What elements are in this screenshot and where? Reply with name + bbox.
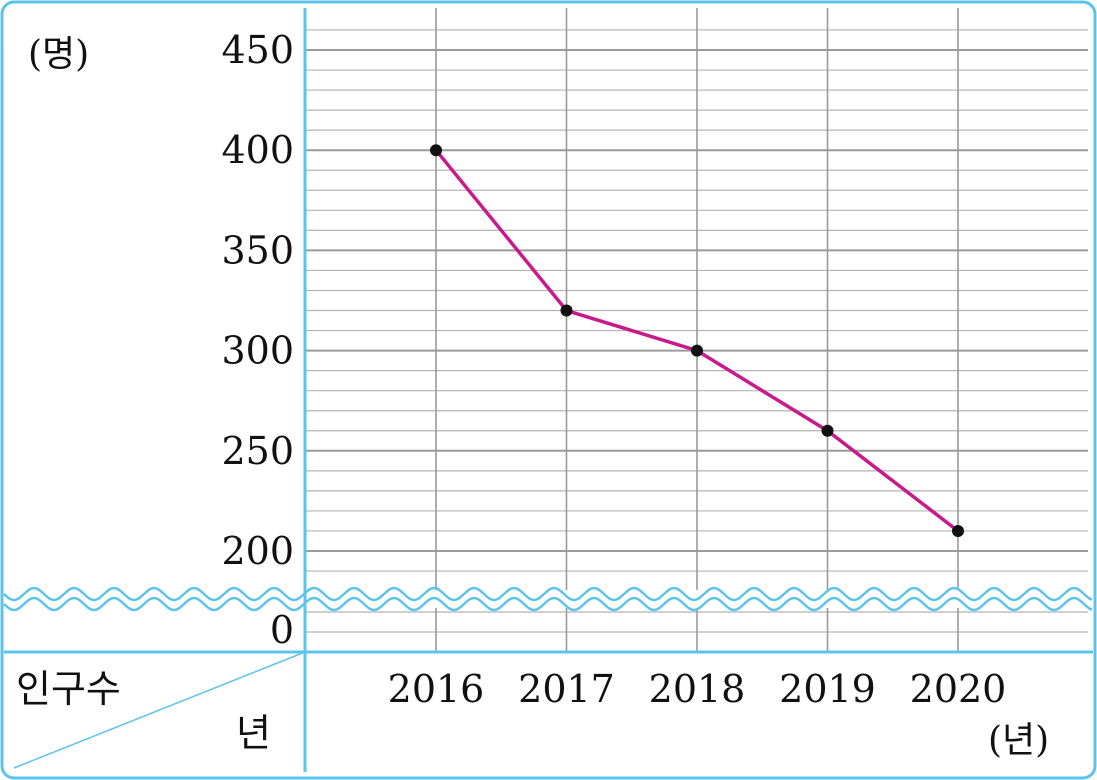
y-tick-label-zero: 0 (270, 608, 294, 652)
header-diagonal-line (13, 651, 306, 769)
series-population (430, 144, 964, 537)
x-tick-label: 2019 (779, 667, 876, 711)
header-year-label: 년 (236, 711, 271, 755)
y-tick-label: 450 (221, 28, 294, 72)
y-tick-label: 300 (221, 329, 294, 373)
y-tick-label: 350 (221, 228, 294, 272)
data-point (952, 524, 964, 537)
x-unit-label: (년) (988, 720, 1049, 761)
x-tick-label: 2020 (910, 667, 1007, 711)
axis-break-wave-top (3, 586, 1093, 602)
x-tick-label: 2018 (649, 667, 746, 711)
y-tick-label: 400 (221, 128, 294, 172)
data-point (560, 304, 573, 317)
x-tick-label: 2017 (518, 667, 615, 711)
axis-break-band (3, 586, 1093, 612)
y-tick-labels: 450 400 350 300 250 200 0 (221, 28, 294, 652)
x-tick-labels: 2016 2017 2018 2019 2020 (388, 667, 1007, 711)
x-tick-label: 2016 (388, 667, 485, 711)
data-point (821, 424, 834, 437)
data-point (430, 144, 442, 157)
y-tick-label: 200 (221, 529, 294, 573)
header-population-label: 인구수 (16, 667, 121, 711)
y-tick-label: 250 (221, 429, 294, 473)
axis-break-wave-bottom (3, 596, 1093, 612)
data-point (691, 344, 703, 357)
y-unit-label: (명) (28, 34, 89, 75)
